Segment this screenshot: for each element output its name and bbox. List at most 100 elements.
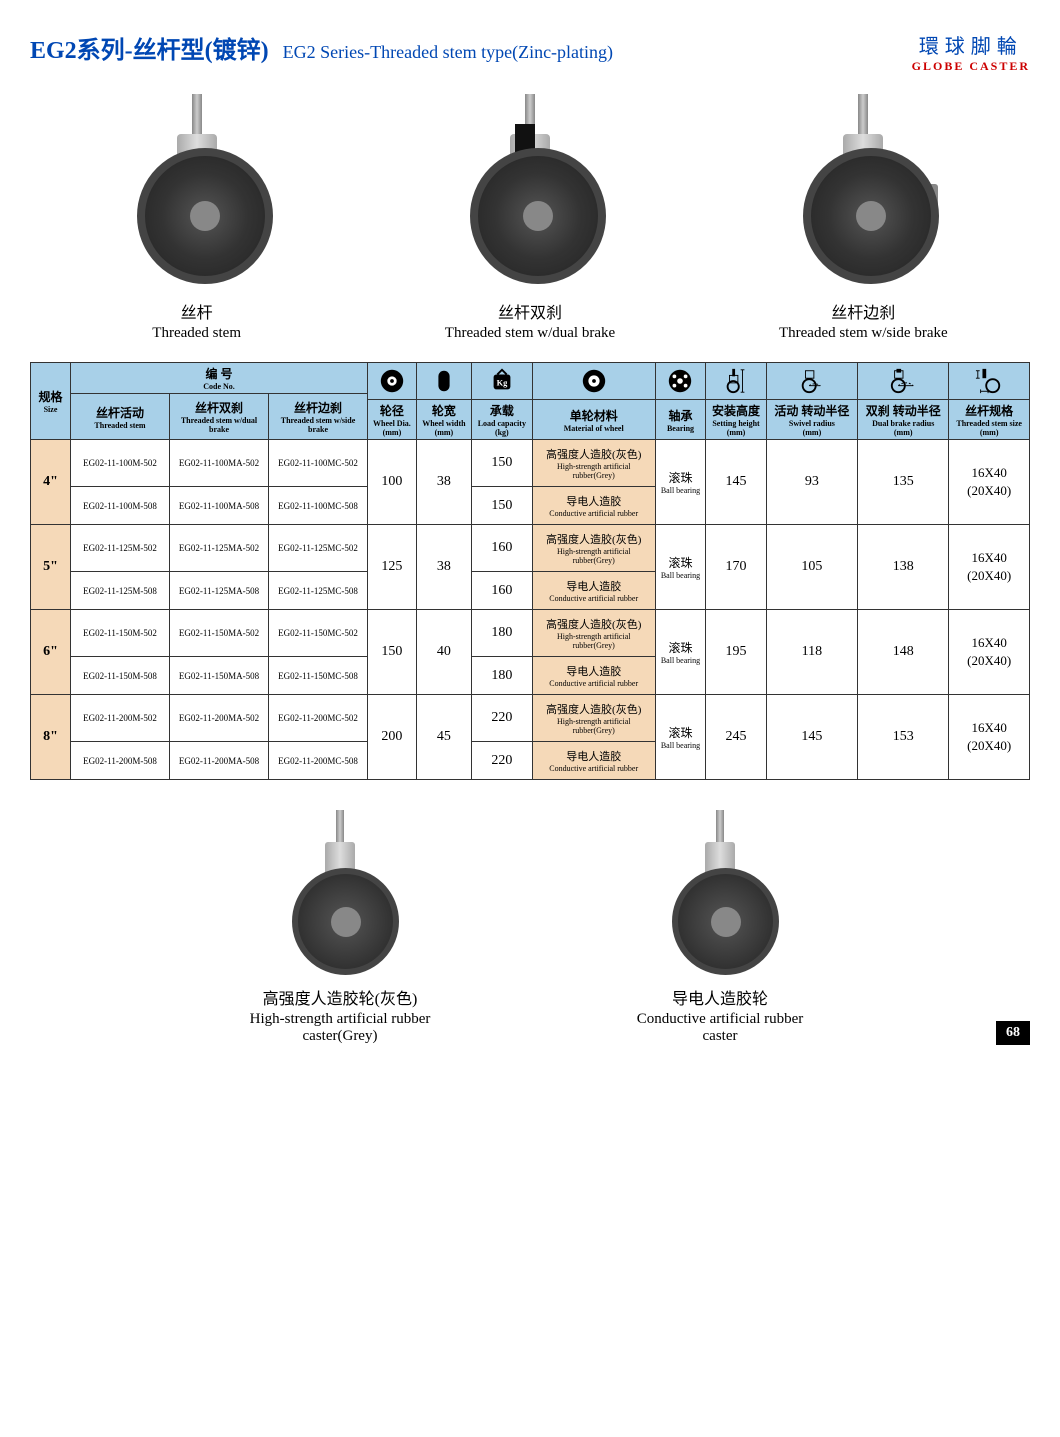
caster-icon [275,810,405,980]
bottom-product: 导电人造胶轮 Conductive artificial rubber cast… [620,810,820,1045]
top-product: 丝杆双刹 Threaded stem w/dual brake [380,94,680,342]
bearing-cell: 滚珠Ball bearing [655,610,706,695]
material-cell: 导电人造胶Conductive artificial rubber [532,487,655,525]
product-label-cn: 丝杆 [47,299,347,323]
material-cell: 高强度人造胶(灰色)High-strength artificial rubbe… [532,610,655,657]
stem-cell: 16X40(20X40) [949,695,1030,780]
code-cell: EG02-11-150MC-502 [269,610,368,657]
width-cell: 40 [416,610,471,695]
table-row: 8"EG02-11-200M-502EG02-11-200MA-502EG02-… [31,695,1030,742]
code-cell: EG02-11-125MC-508 [269,572,368,610]
code-cell: EG02-11-125MC-502 [269,525,368,572]
table-body: 4"EG02-11-100M-502EG02-11-100MA-502EG02-… [31,440,1030,780]
table-row: 4"EG02-11-100M-502EG02-11-100MA-502EG02-… [31,440,1030,487]
code-cell: EG02-11-200MC-508 [269,742,368,780]
code-cell: EG02-11-100MA-502 [170,440,269,487]
width-cell: 45 [416,695,471,780]
width-cell: 38 [416,440,471,525]
table-head: 规格Size 编 号Code No. Kg 丝杆活动Threaded stem … [31,363,1030,440]
dia-cell: 150 [368,610,417,695]
swivel-cell: 105 [766,525,857,610]
code-cell: EG02-11-150MC-508 [269,657,368,695]
stem-cell: 16X40(20X40) [949,440,1030,525]
size-cell: 6" [31,610,71,695]
table-row: 5"EG02-11-125M-502EG02-11-125MA-502EG02-… [31,525,1030,572]
code-cell: EG02-11-125MA-502 [170,525,269,572]
material-cell: 高强度人造胶(灰色)High-strength artificial rubbe… [532,440,655,487]
dual-cell: 153 [858,695,949,780]
product-label-en: Threaded stem w/side brake [713,325,1013,342]
bearing-cell: 滚珠Ball bearing [655,440,706,525]
product-label-cn: 丝杆双刹 [380,299,680,323]
load-cell: 220 [471,742,532,780]
code-cell: EG02-11-150M-508 [71,657,170,695]
load-cell: 160 [471,525,532,572]
dia-cell: 200 [368,695,417,780]
size-cell: 4" [31,440,71,525]
brand-cn: 環球脚輪 [912,30,1030,59]
product-label-en: High-strength artificial rubber caster(G… [240,1011,440,1045]
dia-cell: 125 [368,525,417,610]
title-block: EG2系列-丝杆型(镀锌) EG2 Series-Threaded stem t… [30,30,613,65]
load-cell: 220 [471,695,532,742]
load-cell: 150 [471,487,532,525]
caster-icon [773,94,953,294]
spec-table: 规格Size 编 号Code No. Kg 丝杆活动Threaded stem … [30,362,1030,780]
load-cell: 180 [471,657,532,695]
stem-cell: 16X40(20X40) [949,610,1030,695]
table-row: 6"EG02-11-150M-502EG02-11-150MA-502EG02-… [31,610,1030,657]
code-cell: EG02-11-125MA-508 [170,572,269,610]
code-cell: EG02-11-125M-502 [71,525,170,572]
code-cell: EG02-11-150MA-502 [170,610,269,657]
code-cell: EG02-11-100M-508 [71,487,170,525]
page-number: 68 [996,1021,1030,1045]
dual-cell: 148 [858,610,949,695]
material-cell: 导电人造胶Conductive artificial rubber [532,572,655,610]
material-cell: 导电人造胶Conductive artificial rubber [532,657,655,695]
top-product-row: 丝杆 Threaded stem 丝杆双刹 Threaded stem w/du… [30,94,1030,342]
code-cell: EG02-11-200M-508 [71,742,170,780]
swivel-cell: 118 [766,610,857,695]
size-cell: 8" [31,695,71,780]
dual-cell: 135 [858,440,949,525]
stem-cell: 16X40(20X40) [949,525,1030,610]
code-cell: EG02-11-125M-508 [71,572,170,610]
code-cell: EG02-11-100MC-502 [269,440,368,487]
product-label-en: Threaded stem w/dual brake [380,325,680,342]
height-cell: 145 [706,440,766,525]
code-cell: EG02-11-200MC-502 [269,695,368,742]
caster-icon [655,810,785,980]
width-cell: 38 [416,525,471,610]
load-cell: 150 [471,440,532,487]
code-cell: EG02-11-200MA-502 [170,695,269,742]
product-label-cn: 高强度人造胶轮(灰色) [240,985,440,1009]
bottom-product: 高强度人造胶轮(灰色) High-strength artificial rub… [240,810,440,1045]
code-cell: EG02-11-200M-502 [71,695,170,742]
product-label-cn: 导电人造胶轮 [620,985,820,1009]
code-cell: EG02-11-200MA-508 [170,742,269,780]
product-label-cn: 丝杆边刹 [713,299,1013,323]
top-product: 丝杆边刹 Threaded stem w/side brake [713,94,1013,342]
size-cell: 5" [31,525,71,610]
caster-icon [107,94,287,294]
material-cell: 高强度人造胶(灰色)High-strength artificial rubbe… [532,695,655,742]
swivel-cell: 145 [766,695,857,780]
material-cell: 导电人造胶Conductive artificial rubber [532,742,655,780]
swivel-cell: 93 [766,440,857,525]
code-cell: EG02-11-150MA-508 [170,657,269,695]
top-product: 丝杆 Threaded stem [47,94,347,342]
load-cell: 160 [471,572,532,610]
dia-cell: 100 [368,440,417,525]
height-cell: 245 [706,695,766,780]
dual-cell: 138 [858,525,949,610]
title-en: EG2 Series-Threaded stem type(Zinc-plati… [283,42,613,62]
bottom-product-row: 高强度人造胶轮(灰色) High-strength artificial rub… [30,810,1030,1045]
height-cell: 195 [706,610,766,695]
product-label-en: Threaded stem [47,325,347,342]
bearing-cell: 滚珠Ball bearing [655,525,706,610]
brand-logo: 環球脚輪 GLOBE CASTER [912,30,1030,74]
bearing-cell: 滚珠Ball bearing [655,695,706,780]
load-cell: 180 [471,610,532,657]
brand-en: GLOBE CASTER [912,59,1030,74]
svg-text:Kg: Kg [496,379,508,388]
